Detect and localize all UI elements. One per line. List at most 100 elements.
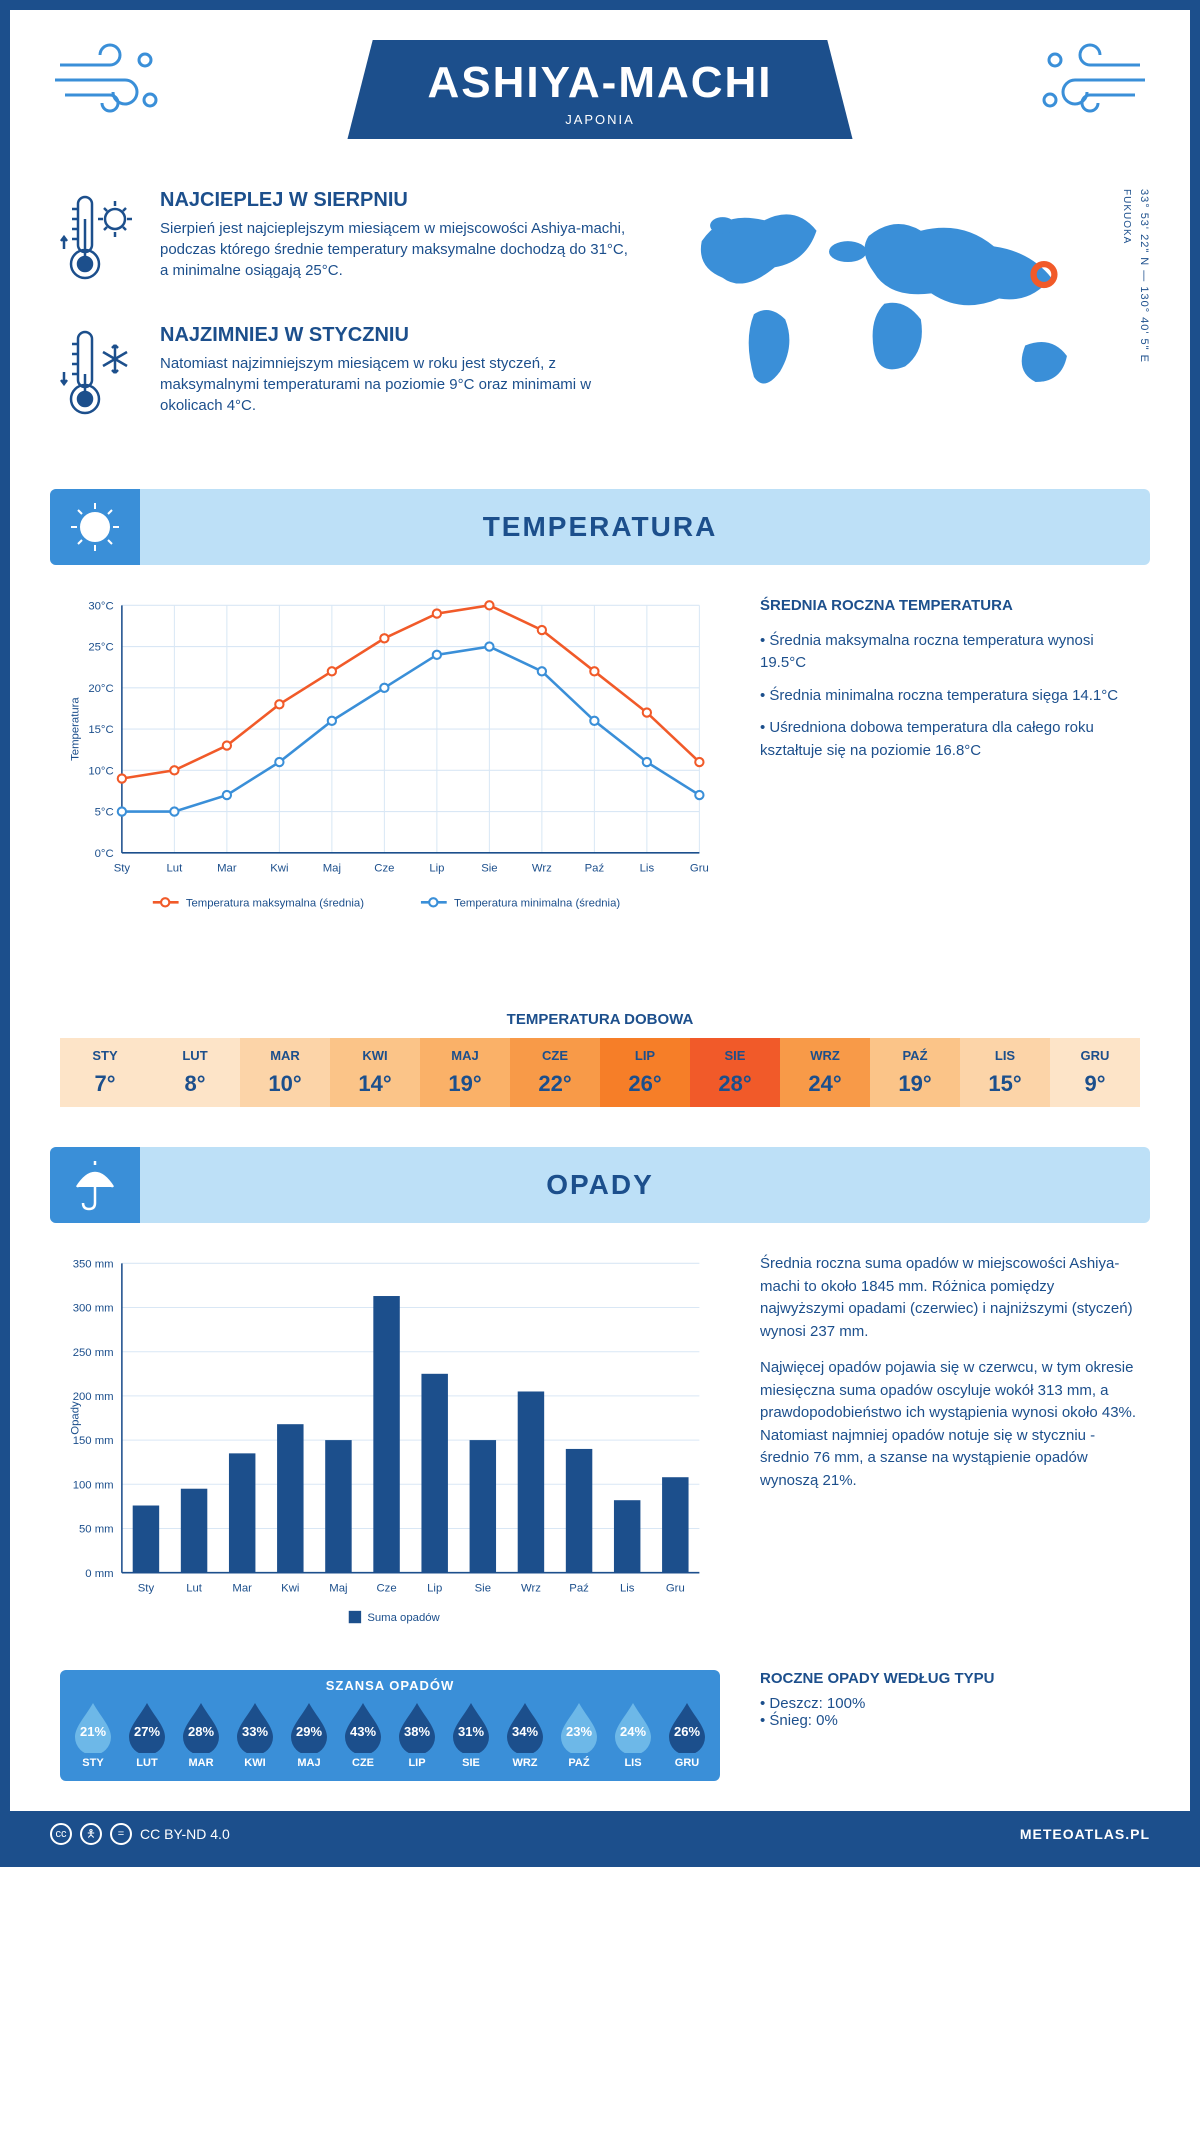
svg-text:Lip: Lip (427, 1583, 442, 1595)
temperature-line-chart: 0°C5°C10°C15°C20°C25°C30°CStyLutMarKwiMa… (60, 595, 720, 971)
chance-title: SZANSA OPADÓW (60, 1678, 720, 1693)
svg-text:Suma opadów: Suma opadów (367, 1612, 440, 1624)
daily-cell: SIE28° (690, 1038, 780, 1107)
svg-text:20°C: 20°C (88, 683, 113, 695)
rain-chance-drop: 26%GRU (662, 1701, 712, 1769)
daily-cell: MAR10° (240, 1038, 330, 1107)
world-map-svg (660, 189, 1140, 439)
svg-text:30°C: 30°C (88, 600, 113, 612)
rain-chance-drop: 23%PAŹ (554, 1701, 604, 1769)
svg-text:Sty: Sty (114, 862, 131, 874)
daily-temp-title: TEMPERATURA DOBOWA (10, 1011, 1190, 1028)
svg-text:Kwi: Kwi (281, 1583, 299, 1595)
type-snow: • Śnieg: 0% (760, 1712, 1140, 1729)
thermometer-snow-icon (60, 324, 140, 429)
title-band: ASHIYA-MACHI JAPONIA (347, 40, 852, 139)
rain-chance-drop: 38%LIP (392, 1701, 442, 1769)
svg-text:Maj: Maj (329, 1583, 347, 1595)
rain-chance-drop: 28%MAR (176, 1701, 226, 1769)
daily-cell: LIP26° (600, 1038, 690, 1107)
svg-text:Lis: Lis (620, 1583, 635, 1595)
svg-text:150 mm: 150 mm (73, 1435, 114, 1447)
type-title: ROCZNE OPADY WEDŁUG TYPU (760, 1670, 1140, 1687)
section-title: OPADY (546, 1169, 654, 1200)
wind-icon (50, 40, 170, 125)
precipitation-text: Średnia roczna suma opadów w miejscowośc… (760, 1253, 1140, 1650)
svg-text:Sty: Sty (138, 1583, 155, 1595)
svg-text:Lip: Lip (429, 862, 444, 874)
daily-cell: STY7° (60, 1038, 150, 1107)
svg-text:5°C: 5°C (95, 807, 114, 819)
fact-title: NAJCIEPLEJ W SIERPNIU (160, 189, 630, 212)
svg-text:Mar: Mar (232, 1583, 252, 1595)
rain-chance-drop: 31%SIE (446, 1701, 496, 1769)
svg-text:Wrz: Wrz (532, 862, 552, 874)
svg-text:Opady: Opady (70, 1401, 82, 1435)
precipitation-body: 0 mm50 mm100 mm150 mm200 mm250 mm300 mm3… (10, 1223, 1190, 1670)
header: ASHIYA-MACHI JAPONIA (10, 10, 1190, 189)
license-text: CC BY-ND 4.0 (140, 1826, 230, 1842)
sun-icon (50, 489, 140, 565)
section-header-temperature: TEMPERATURA (50, 489, 1150, 565)
rain-chance-drop: 33%KWI (230, 1701, 280, 1769)
daily-cell: PAŹ19° (870, 1038, 960, 1107)
precipitation-bar-chart: 0 mm50 mm100 mm150 mm200 mm250 mm300 mm3… (60, 1253, 720, 1650)
svg-text:Kwi: Kwi (270, 862, 288, 874)
svg-text:Wrz: Wrz (521, 1583, 541, 1595)
fact-coldest: NAJZIMNIEJ W STYCZNIU Natomiast najzimni… (60, 324, 630, 429)
intro-facts: NAJCIEPLEJ W SIERPNIU Sierpień jest najc… (60, 189, 630, 459)
stats-title: ŚREDNIA ROCZNA TEMPERATURA (760, 595, 1140, 618)
type-rain: • Deszcz: 100% (760, 1695, 1140, 1712)
wind-icon (1030, 40, 1150, 125)
precip-by-type: ROCZNE OPADY WEDŁUG TYPU • Deszcz: 100% … (760, 1670, 1140, 1781)
country-subtitle: JAPONIA (427, 112, 772, 127)
daily-cell: LIS15° (960, 1038, 1050, 1107)
site-name: METEOATLAS.PL (1020, 1826, 1150, 1842)
rain-chance-drop: 27%LUT (122, 1701, 172, 1769)
stat-bullet: • Uśredniona dobowa temperatura dla całe… (760, 717, 1140, 762)
svg-text:Gru: Gru (666, 1583, 685, 1595)
daily-cell: GRU9° (1050, 1038, 1140, 1107)
svg-text:Cze: Cze (374, 862, 394, 874)
svg-text:Maj: Maj (323, 862, 341, 874)
daily-cell: LUT8° (150, 1038, 240, 1107)
svg-text:Lis: Lis (640, 862, 655, 874)
daily-cell: CZE22° (510, 1038, 600, 1107)
stat-bullet: • Średnia minimalna roczna temperatura s… (760, 685, 1140, 708)
svg-text:Paź: Paź (569, 1583, 589, 1595)
chance-of-rain-box: SZANSA OPADÓW 21%STY27%LUT28%MAR33%KWI29… (60, 1670, 720, 1781)
temperature-body: 0°C5°C10°C15°C20°C25°C30°CStyLutMarKwiMa… (10, 565, 1190, 1001)
temperature-stats: ŚREDNIA ROCZNA TEMPERATURA • Średnia mak… (760, 595, 1140, 971)
footer: cc 🯅 = CC BY-ND 4.0 METEOATLAS.PL (10, 1811, 1190, 1857)
rain-chance-drop: 29%MAJ (284, 1701, 334, 1769)
fact-title: NAJZIMNIEJ W STYCZNIU (160, 324, 630, 347)
rain-chance-drop: 21%STY (68, 1701, 118, 1769)
stat-bullet: • Średnia maksymalna roczna temperatura … (760, 630, 1140, 675)
svg-text:50 mm: 50 mm (79, 1524, 114, 1536)
precip-paragraph: Średnia roczna suma opadów w miejscowośc… (760, 1253, 1140, 1343)
chance-row: SZANSA OPADÓW 21%STY27%LUT28%MAR33%KWI29… (60, 1670, 1140, 1781)
precip-paragraph: Najwięcej opadów pojawia się w czerwcu, … (760, 1357, 1140, 1492)
svg-text:Sie: Sie (475, 1583, 491, 1595)
svg-text:Sie: Sie (481, 862, 497, 874)
svg-text:100 mm: 100 mm (73, 1480, 114, 1492)
rain-chance-drop: 34%WRZ (500, 1701, 550, 1769)
rain-chance-drop: 43%CZE (338, 1701, 388, 1769)
rain-chance-drop: 24%LIS (608, 1701, 658, 1769)
svg-text:Temperatura: Temperatura (70, 697, 82, 761)
section-header-precipitation: OPADY (50, 1147, 1150, 1223)
license: cc 🯅 = CC BY-ND 4.0 (50, 1823, 230, 1845)
svg-text:Lut: Lut (186, 1583, 203, 1595)
fact-text: Sierpień jest najcieplejszym miesiącem w… (160, 218, 630, 281)
svg-text:0 mm: 0 mm (85, 1568, 113, 1580)
svg-text:Cze: Cze (376, 1583, 396, 1595)
umbrella-icon (50, 1147, 140, 1223)
thermometer-sun-icon (60, 189, 140, 294)
svg-text:300 mm: 300 mm (73, 1303, 114, 1315)
daily-cell: MAJ19° (420, 1038, 510, 1107)
svg-text:Paź: Paź (585, 862, 605, 874)
page-frame: ASHIYA-MACHI JAPONIA NAJCIEPLEJ W SIERPN… (0, 0, 1200, 1867)
world-map: FUKUOKA 33° 53' 22" N — 130° 40' 5" E (660, 189, 1140, 459)
svg-text:Temperatura maksymalna (średni: Temperatura maksymalna (średnia) (186, 897, 364, 909)
intro-row: NAJCIEPLEJ W SIERPNIU Sierpień jest najc… (10, 189, 1190, 489)
